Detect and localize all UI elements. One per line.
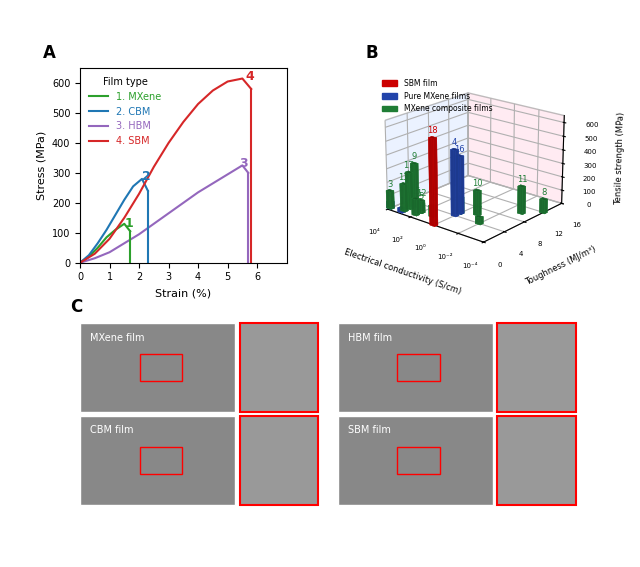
Y-axis label: Toughness (MJ/m³): Toughness (MJ/m³): [524, 244, 597, 287]
Bar: [497, 416, 576, 505]
X-axis label: Electrical conductivity (S/cm): Electrical conductivity (S/cm): [343, 247, 463, 296]
Bar: [397, 354, 440, 381]
Bar: [80, 323, 235, 412]
Text: C: C: [70, 298, 83, 316]
Y-axis label: Stress (MPa): Stress (MPa): [36, 131, 46, 200]
Bar: [338, 416, 493, 505]
Bar: [140, 447, 182, 473]
Bar: [239, 416, 318, 505]
Legend: 1. MXene, 2. CBM, 3. HBM, 4. SBM: 1. MXene, 2. CBM, 3. HBM, 4. SBM: [85, 73, 165, 150]
Bar: [397, 447, 440, 473]
Text: 1: 1: [124, 217, 133, 230]
Text: 2: 2: [142, 170, 151, 183]
Legend: SBM film, Pure MXene films, MXene composite films: SBM film, Pure MXene films, MXene compos…: [379, 76, 495, 116]
Bar: [239, 323, 318, 412]
Text: SBM film: SBM film: [348, 425, 390, 435]
Bar: [140, 354, 182, 381]
Bar: [80, 416, 235, 505]
Text: 3: 3: [239, 158, 248, 171]
Bar: [497, 323, 576, 412]
Text: CBM film: CBM film: [90, 425, 133, 435]
Text: B: B: [365, 44, 378, 62]
X-axis label: Strain (%): Strain (%): [156, 288, 211, 298]
Text: HBM film: HBM film: [348, 333, 392, 342]
Text: MXene film: MXene film: [90, 333, 145, 342]
Text: 4: 4: [245, 70, 254, 83]
Text: A: A: [43, 44, 56, 62]
Bar: [338, 323, 493, 412]
